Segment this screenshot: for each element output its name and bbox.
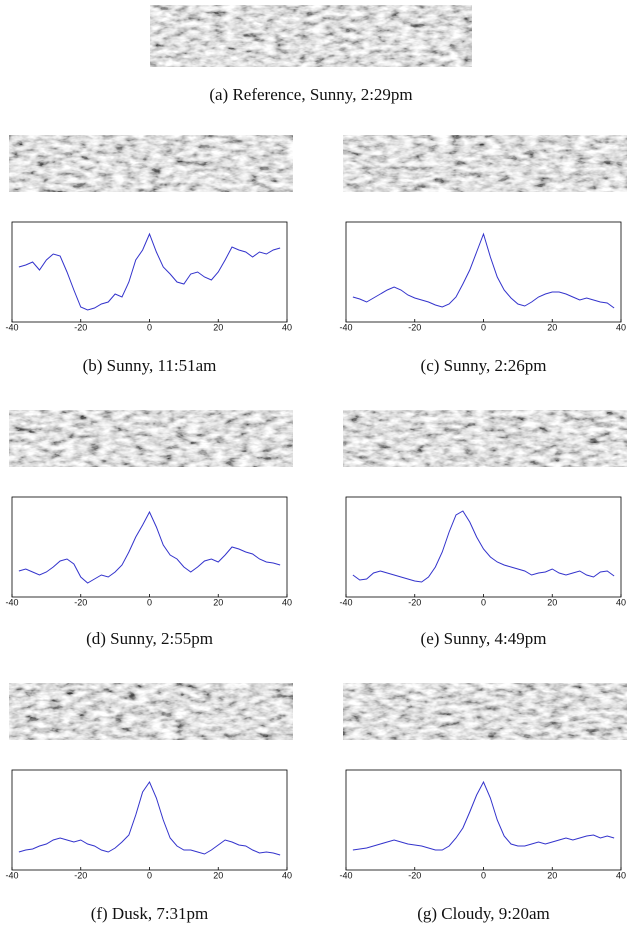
caption: (d) Sunny, 2:55pm (86, 629, 213, 648)
x-tick-label: 40 (616, 597, 626, 607)
panorama (9, 135, 293, 192)
x-tick-label: 40 (282, 597, 292, 607)
x-tick-label: -40 (5, 870, 18, 880)
x-tick-label: 40 (282, 322, 292, 332)
x-tick-label: 20 (547, 597, 557, 607)
panorama (343, 683, 627, 740)
data-line (352, 232, 615, 309)
panorama (343, 135, 627, 192)
data-line (352, 780, 615, 851)
caption: (g) Cloudy, 9:20am (417, 904, 550, 923)
x-tick-label: -40 (5, 597, 18, 607)
x-tick-label: -20 (408, 597, 421, 607)
x-tick-label: 20 (213, 597, 223, 607)
x-tick-label: 40 (282, 870, 292, 880)
data-line (352, 510, 615, 583)
caption: (c) Sunny, 2:26pm (421, 356, 547, 375)
x-tick-label: 40 (616, 322, 626, 332)
data-line (18, 780, 281, 856)
x-tick-label: -20 (74, 322, 87, 332)
x-tick-label: 0 (481, 597, 486, 607)
x-tick-label: 0 (481, 322, 486, 332)
caption: (e) Sunny, 4:49pm (421, 629, 547, 648)
x-tick-label: -20 (408, 322, 421, 332)
x-tick-label: -20 (408, 870, 421, 880)
plot-frame (11, 769, 288, 871)
x-tick-label: 40 (616, 870, 626, 880)
reference-caption: (a) Reference, Sunny, 2:29pm (209, 85, 412, 104)
panorama (9, 410, 293, 467)
x-tick-label: -40 (5, 322, 18, 332)
x-tick-label: 0 (481, 870, 486, 880)
x-tick-label: -40 (339, 597, 352, 607)
caption: (b) Sunny, 11:51am (83, 356, 217, 375)
x-tick-label: 0 (147, 870, 152, 880)
plot-frame (11, 221, 288, 323)
x-tick-label: 20 (213, 870, 223, 880)
caption: (f) Dusk, 7:31pm (91, 904, 209, 923)
panorama (9, 683, 293, 740)
x-tick-label: 20 (547, 322, 557, 332)
x-tick-label: -20 (74, 870, 87, 880)
x-tick-label: 0 (147, 597, 152, 607)
plot-frame (345, 496, 622, 598)
data-line (18, 510, 281, 584)
data-line (18, 232, 281, 311)
reference-panorama (150, 5, 472, 67)
x-tick-label: -20 (74, 597, 87, 607)
x-tick-label: 20 (547, 870, 557, 880)
x-tick-label: -40 (339, 322, 352, 332)
plot-frame (345, 769, 622, 871)
x-tick-label: 20 (213, 322, 223, 332)
plot-frame (345, 221, 622, 323)
x-tick-label: 0 (147, 322, 152, 332)
x-tick-label: -40 (339, 870, 352, 880)
panorama (343, 410, 627, 467)
